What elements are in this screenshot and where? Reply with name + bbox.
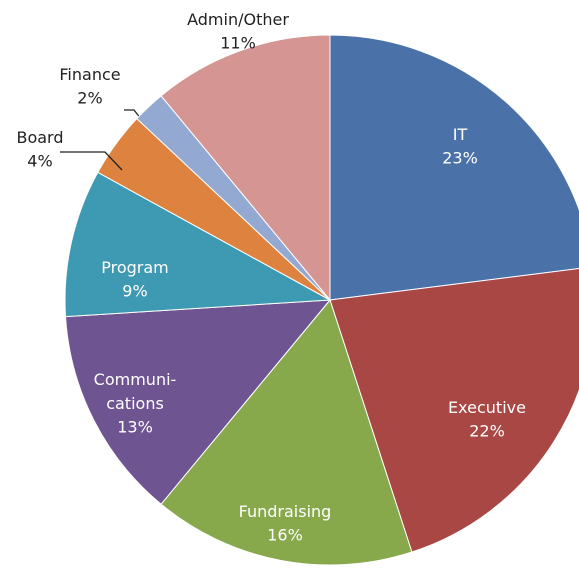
pie-slice bbox=[64, 171, 332, 318]
label-line: Finance bbox=[59, 65, 120, 84]
slice-value-label: 13% bbox=[117, 418, 153, 437]
slice-value-label: 23% bbox=[442, 149, 478, 168]
label-line: Admin/Other bbox=[187, 10, 289, 29]
slice-label: Executive bbox=[448, 398, 526, 417]
label-line: IT bbox=[453, 125, 468, 144]
pie-slice bbox=[160, 34, 331, 302]
slice-label: Communi-cations bbox=[94, 370, 177, 413]
slice-label: IT bbox=[453, 125, 468, 144]
leader-line bbox=[60, 151, 123, 171]
pie-slice bbox=[329, 34, 579, 301]
label-line: Communi- bbox=[94, 370, 177, 389]
label-line: cations bbox=[106, 394, 164, 413]
slice-value-label: 9% bbox=[122, 282, 147, 301]
slice-value-label: 11% bbox=[220, 34, 256, 53]
label-line: Fundraising bbox=[239, 502, 332, 521]
slice-value-label: 2% bbox=[77, 89, 102, 108]
pie-slice bbox=[160, 298, 413, 566]
slice-value-label: 16% bbox=[267, 526, 303, 545]
pie-slice bbox=[64, 299, 332, 505]
slice-label: Board bbox=[16, 128, 63, 147]
label-line: Board bbox=[16, 128, 63, 147]
slice-label: Program bbox=[101, 258, 169, 277]
label-line: Program bbox=[101, 258, 169, 277]
slice-label: Admin/Other bbox=[187, 10, 289, 29]
label-line: Executive bbox=[448, 398, 526, 417]
slice-value-label: 4% bbox=[27, 152, 52, 171]
slice-value-label: 22% bbox=[469, 422, 505, 441]
slice-label: Fundraising bbox=[239, 502, 332, 521]
pie-slice bbox=[329, 268, 579, 553]
slice-label: Finance bbox=[59, 65, 120, 84]
